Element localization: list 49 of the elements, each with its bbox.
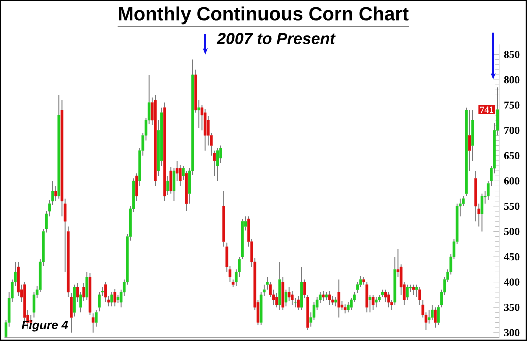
candlestick xyxy=(154,94,157,187)
candlestick xyxy=(291,290,294,306)
candlestick xyxy=(164,102,166,202)
y-tick-label: 400 xyxy=(504,278,520,286)
candlestick xyxy=(166,176,170,196)
candlestick xyxy=(114,288,116,308)
y-tick-label: 450 xyxy=(504,253,520,261)
y-tick-label: 350 xyxy=(504,304,520,312)
candlestick xyxy=(179,164,182,187)
candlestick xyxy=(204,108,207,152)
y-tick-label: 550 xyxy=(504,202,520,210)
candlestick xyxy=(375,297,378,308)
candlestick xyxy=(338,279,340,318)
y-tick-label: 650 xyxy=(504,152,520,160)
candlestick xyxy=(368,294,372,314)
candlestick xyxy=(92,313,95,334)
candlestick xyxy=(480,193,484,232)
candlestick xyxy=(347,302,350,314)
candlestick xyxy=(54,186,58,202)
candlestick xyxy=(198,100,200,129)
candlestick xyxy=(300,266,304,311)
candlestick xyxy=(344,304,347,314)
candlestick xyxy=(465,107,468,197)
candlestick xyxy=(288,286,291,302)
y-tick-label: 500 xyxy=(504,228,520,236)
y-tick-label: 600 xyxy=(504,178,520,185)
candlestick xyxy=(170,166,172,194)
y-tick-label: 850 xyxy=(504,51,520,58)
candlestick xyxy=(86,272,88,300)
chart-title: Monthly Continuous Corn Chart xyxy=(119,6,409,25)
candlestick xyxy=(104,282,108,304)
candlestick xyxy=(366,282,368,314)
candlestick xyxy=(474,170,478,222)
candlestick xyxy=(58,94,60,200)
candlestick xyxy=(468,110,472,172)
candlestick xyxy=(431,304,434,321)
y-tick-label: 750 xyxy=(504,102,520,109)
y-tick-label: 800 xyxy=(504,76,520,84)
candlestick xyxy=(216,148,220,182)
candlestick xyxy=(372,294,375,311)
y-tick-label: 700 xyxy=(504,127,520,134)
candlestick xyxy=(388,292,390,308)
candlestick xyxy=(434,307,437,328)
text: 2007 to Present xyxy=(216,33,336,44)
candlestick xyxy=(322,290,325,302)
candlestick xyxy=(278,262,282,311)
annotation: 741 xyxy=(480,106,494,113)
annotation: Figure 4 xyxy=(22,320,68,332)
y-tick-label: 300 xyxy=(504,329,520,336)
